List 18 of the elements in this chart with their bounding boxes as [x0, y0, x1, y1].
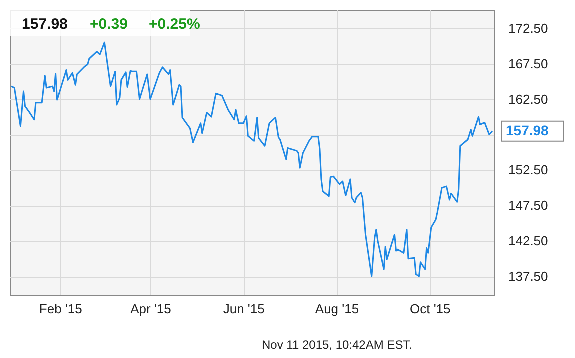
x-tick-label: Aug '15 — [315, 302, 360, 316]
annotation: +0.25% — [149, 16, 200, 33]
annotation: 157.98 — [506, 122, 550, 138]
annotation: +0.39 — [90, 16, 128, 33]
annotation: 157.98 — [22, 16, 68, 33]
y-tick-label: 162.50 — [508, 92, 548, 107]
y-tick-label: 167.50 — [508, 56, 548, 72]
y-tick-label: 147.50 — [508, 198, 548, 214]
y-tick-label: 152.50 — [508, 162, 548, 178]
x-tick-label: Feb '15 — [39, 302, 82, 316]
line-series — [10, 42, 494, 278]
x-tick-label: Jun '15 — [223, 302, 265, 316]
y-tick-label: 137.50 — [508, 269, 548, 284]
y-tick-label: 172.50 — [508, 20, 548, 36]
x-tick-label: Apr '15 — [130, 302, 172, 316]
y-tick-label: 142.50 — [508, 234, 548, 249]
text: Nov 11 2015, 10:42AM EST. — [262, 338, 413, 352]
x-tick-label: Oct '15 — [410, 302, 451, 316]
